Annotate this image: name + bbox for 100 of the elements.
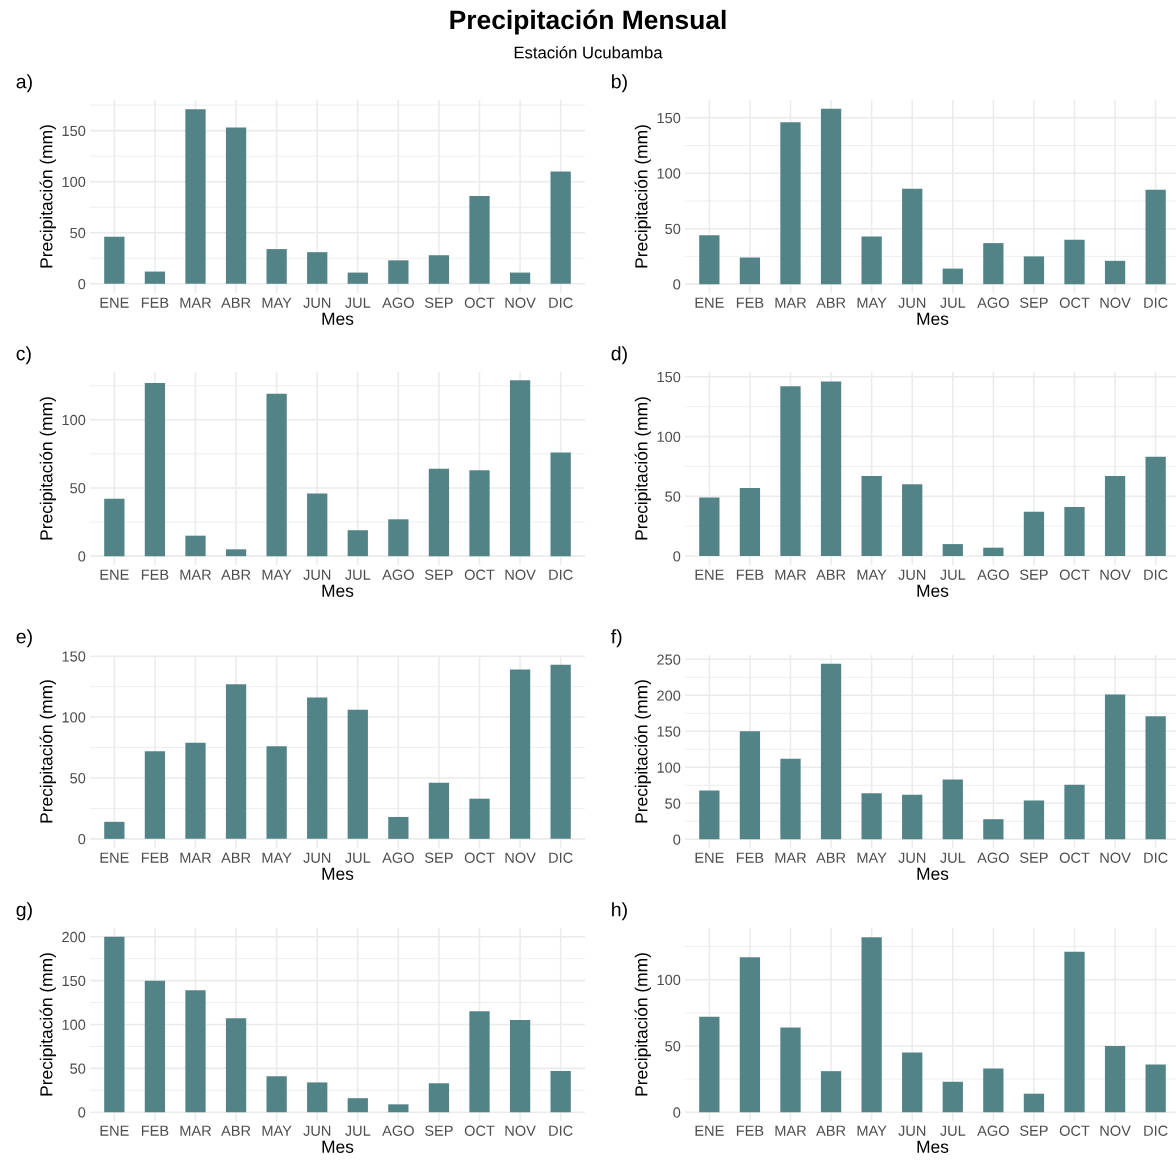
x-tick-label: FEB xyxy=(736,569,764,580)
x-tick-label: DIC xyxy=(1144,1125,1168,1136)
text: h) xyxy=(612,902,627,921)
x-tick-label: AGO xyxy=(977,852,1009,863)
bar xyxy=(780,386,801,557)
x-tick-label: SEP xyxy=(425,1125,453,1136)
x-tick-label: MAY xyxy=(262,1125,292,1136)
x-tick-label: ABR xyxy=(816,569,846,580)
y-tick-label: 50 xyxy=(70,483,86,494)
bar xyxy=(185,990,206,1113)
x-axis-title: Mes xyxy=(322,312,354,325)
bar xyxy=(266,746,287,839)
x-tick-label: SEP xyxy=(425,852,453,863)
x-tick-label: ENE xyxy=(695,297,724,308)
y-tick-label: 100 xyxy=(62,712,86,723)
x-tick-label: MAR xyxy=(775,297,807,308)
x-tick-label: DIC xyxy=(1144,852,1168,863)
bar xyxy=(144,382,166,557)
bar xyxy=(266,393,287,557)
bar xyxy=(225,127,247,284)
x-axis-title: Mes xyxy=(917,1140,949,1153)
chart-subtitle: Estación Ucubamba xyxy=(514,46,663,59)
bar xyxy=(699,790,720,840)
y-axis-title: Precipitación (mm) xyxy=(634,953,651,1096)
y-tick-label: 100 xyxy=(657,168,681,179)
x-tick-label: JUN xyxy=(303,569,331,580)
bar xyxy=(1023,511,1045,557)
bar xyxy=(1145,1064,1166,1113)
bar xyxy=(1145,716,1166,840)
bar xyxy=(820,381,842,557)
x-tick-label: ENE xyxy=(695,852,724,863)
bar xyxy=(861,236,882,285)
text: g) xyxy=(16,902,32,921)
y-tick-label: 0 xyxy=(78,1107,86,1118)
bar xyxy=(266,249,287,284)
y-tick-label: 250 xyxy=(657,654,681,665)
x-tick-label: NOV xyxy=(505,569,536,580)
bar xyxy=(550,171,571,284)
x-tick-label: MAR xyxy=(775,852,807,863)
y-tick-label: 0 xyxy=(673,1107,681,1118)
bar xyxy=(780,1027,801,1113)
bar xyxy=(388,260,409,284)
x-tick-label: SEP xyxy=(1020,569,1048,580)
x-tick-label: DIC xyxy=(1144,297,1168,308)
x-tick-label: JUL xyxy=(345,852,371,863)
bar xyxy=(185,742,206,839)
bar xyxy=(739,731,761,840)
bar xyxy=(861,475,882,557)
y-tick-label: 0 xyxy=(673,279,681,290)
bar xyxy=(983,547,1004,557)
bar xyxy=(428,468,450,557)
bar xyxy=(509,669,531,839)
bar xyxy=(347,709,368,839)
bar xyxy=(1064,784,1085,840)
x-tick-label: AGO xyxy=(382,1125,414,1136)
x-tick-label: FEB xyxy=(141,569,169,580)
x-tick-label: FEB xyxy=(736,1125,764,1136)
x-tick-label: JUN xyxy=(303,1125,331,1136)
x-tick-label: FEB xyxy=(736,852,764,863)
bar xyxy=(942,1081,963,1113)
bar xyxy=(1023,800,1045,840)
bar xyxy=(1104,1045,1126,1113)
y-tick-label: 50 xyxy=(665,491,681,502)
x-tick-label: MAY xyxy=(857,852,887,863)
x-axis-title: Mes xyxy=(917,867,949,880)
y-tick-label: 150 xyxy=(62,975,86,987)
x-tick-label: JUL xyxy=(940,852,966,863)
x-tick-label: MAY xyxy=(857,297,887,308)
bar xyxy=(699,497,720,557)
x-tick-label: JUN xyxy=(898,1125,926,1136)
bar xyxy=(942,544,963,557)
bar xyxy=(469,1011,490,1113)
bar xyxy=(347,272,368,284)
x-axis-title: Mes xyxy=(322,584,354,597)
bar xyxy=(820,663,842,840)
x-tick-label: ENE xyxy=(100,297,129,308)
y-tick-label: 50 xyxy=(70,1063,86,1074)
x-tick-label: JUL xyxy=(345,297,371,308)
y-axis-title: Precipitación (mm) xyxy=(39,953,56,1096)
bar xyxy=(1064,507,1085,557)
bar xyxy=(861,793,882,840)
bar xyxy=(942,268,963,285)
x-tick-label: ABR xyxy=(221,852,251,863)
bar xyxy=(428,1083,450,1113)
x-tick-label: MAR xyxy=(180,569,212,580)
bar xyxy=(739,957,761,1113)
x-tick-label: AGO xyxy=(977,569,1009,580)
text: e) xyxy=(16,629,32,648)
x-tick-label: ABR xyxy=(221,569,251,580)
y-tick-label: 0 xyxy=(673,551,681,562)
bar xyxy=(104,821,125,839)
x-tick-label: NOV xyxy=(505,1125,536,1136)
bar xyxy=(388,1104,409,1113)
bar xyxy=(307,252,328,284)
x-axis-title: Mes xyxy=(917,312,949,325)
bar xyxy=(225,684,247,839)
y-tick-label: 200 xyxy=(62,931,86,943)
x-tick-label: JUL xyxy=(940,1125,966,1136)
bar xyxy=(902,1052,923,1113)
bar xyxy=(266,1076,287,1113)
